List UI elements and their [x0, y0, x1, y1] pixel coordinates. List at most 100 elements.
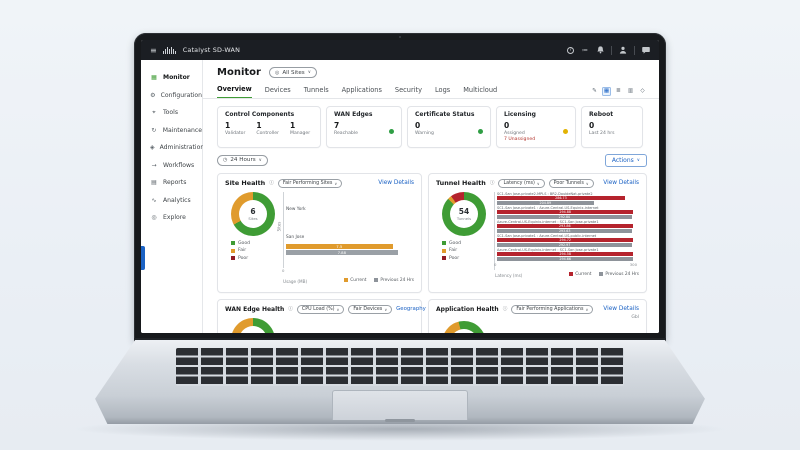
poor-swatch-icon: [231, 256, 235, 261]
divider: [611, 45, 612, 55]
view-details-link[interactable]: View Details: [603, 180, 639, 186]
sidebar-item-administration[interactable]: ◈ Administration: [141, 139, 204, 157]
tunnel-health-donut[interactable]: 54 Tunnels: [442, 191, 486, 236]
tunnel-label: SC1-San Jose-private1 : Azure-Central-US…: [497, 233, 597, 238]
application-health-donut[interactable]: 13: [442, 320, 486, 333]
panel-title: Application Health: [436, 305, 499, 313]
info-icon[interactable]: ⓘ: [269, 181, 274, 186]
tunnel-previous-bar[interactable]: 293.63: [497, 228, 633, 233]
task-list-icon[interactable]: ≔: [582, 46, 588, 54]
time-range-dropdown[interactable]: ◷ 24 Hours ∨: [217, 154, 268, 166]
site-bar-chart: New York San Jose 7.5 7.88: [283, 191, 414, 268]
tunnel-label: SC1-San Jose-private2-MPLS : BR2-DoubleN…: [497, 191, 593, 196]
site-filter-dropdown[interactable]: Fair Performing Sites ∨: [277, 178, 343, 188]
help-icon[interactable]: ?: [567, 46, 574, 54]
tunnel-current-bar[interactable]: 294.72: [497, 238, 634, 242]
site-scope-dropdown[interactable]: ◎ All Sites ∨: [268, 67, 317, 78]
tunnel-current-bar[interactable]: 286.73: [497, 196, 625, 200]
x-tick: 0: [282, 267, 285, 273]
analytics-icon: ∿: [151, 196, 157, 204]
sidebar-item-tools[interactable]: ⌖ Tools: [141, 104, 202, 122]
map-view-icon[interactable]: ◇: [640, 88, 645, 94]
tunnel-previous-bar[interactable]: 204.89: [497, 200, 594, 205]
info-icon[interactable]: ⓘ: [502, 307, 508, 312]
tunnel-metric-dropdown[interactable]: Latency (ms) ∨: [498, 178, 545, 188]
screen: ≡ Catalyst SD-WAN ? ≔: [141, 40, 659, 333]
geography-link[interactable]: Geography: [396, 306, 426, 312]
user-account-icon[interactable]: [619, 46, 627, 54]
metric-label: Reachable: [334, 130, 358, 136]
site-scope-label: All Sites: [282, 69, 305, 76]
y-axis-label: Sites: [276, 221, 282, 231]
reboot-card[interactable]: Reboot 0 Last 24 hrs: [581, 105, 643, 148]
laptop-keyboard: [176, 348, 624, 386]
chart-view-icon[interactable]: ▥: [627, 88, 634, 94]
control-components-card[interactable]: Control Components 1 Validator 1 Controlle…: [217, 105, 321, 148]
actions-button[interactable]: Actions ∨: [604, 153, 647, 167]
sidebar-item-label: Maintenance: [162, 126, 202, 134]
site-health-donut[interactable]: 6 Sites: [231, 191, 275, 236]
category-label: San Jose: [286, 234, 305, 240]
previous-usage-bar[interactable]: 7.88: [286, 249, 398, 255]
previous-swatch-icon: [374, 278, 379, 282]
tab-devices[interactable]: Devices: [264, 86, 291, 94]
divider: [203, 97, 659, 99]
tunnel-bar-group: SC1-San Jose-private1 : Azure-Central-US…: [495, 206, 637, 219]
hamburger-menu-icon[interactable]: ≡: [150, 45, 157, 55]
sidebar-item-maintenance[interactable]: ↻ Maintenance: [141, 122, 202, 140]
tunnel-current-bar[interactable]: 294.58: [497, 252, 634, 256]
sidebar-item-reports[interactable]: ▤ Reports: [141, 174, 202, 192]
fair-swatch-icon: [231, 248, 235, 253]
notifications-bell-icon[interactable]: [596, 46, 604, 54]
sidebar-item-label: Workflows: [163, 161, 195, 169]
view-details-link[interactable]: View Details: [603, 306, 639, 312]
tunnel-filter-dropdown[interactable]: Poor Tunnels ∨: [548, 178, 594, 188]
sidebar-item-label: Monitor: [163, 74, 190, 82]
chat-assistant-icon[interactable]: [642, 46, 650, 54]
application-filter-dropdown[interactable]: Fair Performing Applications ∨: [511, 304, 594, 314]
legend-previous: Previous 24 Hrs: [374, 278, 414, 283]
x-tick: 0: [494, 261, 497, 267]
tunnel-current-bar[interactable]: 294.88: [497, 210, 634, 214]
monitor-icon: ▦: [151, 74, 157, 82]
tab-overview[interactable]: Overview: [217, 85, 252, 98]
previous-swatch-icon: [599, 272, 604, 276]
wan-metric-dropdown[interactable]: CPU Load (%) ∨: [296, 304, 345, 314]
sidebar-item-workflows[interactable]: → Workflows: [141, 157, 202, 175]
metric-label: Warning: [415, 130, 434, 136]
tab-logs[interactable]: Logs: [435, 86, 451, 94]
filter-label: Fair Devices: [353, 306, 383, 312]
tunnel-unit: Tunnels: [456, 215, 472, 221]
category-label: New York: [286, 206, 306, 212]
sidebar-item-monitor[interactable]: ▦ Monitor: [141, 69, 202, 87]
wan-filter-dropdown[interactable]: Fair Devices ∨: [348, 304, 393, 314]
legend-poor: Poor: [231, 255, 281, 263]
tunnel-previous-bar[interactable]: 292.80: [497, 214, 632, 219]
sidebar-item-analytics[interactable]: ∿ Analytics: [141, 192, 202, 210]
tab-applications[interactable]: Applications: [341, 86, 382, 94]
list-view-icon[interactable]: ≣: [616, 88, 621, 94]
info-icon[interactable]: ⓘ: [288, 307, 293, 312]
sidebar-item-explore[interactable]: ◎ Explore: [141, 209, 202, 227]
view-details-link[interactable]: View Details: [378, 180, 414, 186]
legend-current: Current: [569, 272, 591, 277]
tunnel-current-bar[interactable]: 293.86: [497, 224, 633, 228]
current-usage-bar[interactable]: 7.5: [286, 243, 393, 249]
wan-edge-health-donut[interactable]: 7: [231, 317, 275, 333]
sidebar-item-configuration[interactable]: ⚙ Configuration: [141, 87, 202, 105]
tunnel-bar-group: SC1-San Jose-private2-MPLS : BR2-DoubleN…: [495, 192, 637, 205]
tab-tunnels[interactable]: Tunnels: [303, 86, 329, 94]
info-icon[interactable]: ⓘ: [489, 181, 495, 186]
x-axis-label: Latency (ms): [495, 272, 523, 278]
application-health-panel: Application Health ⓘ Fair Performing App…: [428, 298, 647, 333]
tunnel-previous-bar[interactable]: 292.97: [497, 242, 633, 247]
grid-view-icon[interactable]: ▦: [602, 86, 611, 96]
tab-security[interactable]: Security: [394, 86, 422, 94]
edit-view-icon[interactable]: ✎: [592, 88, 597, 94]
certificate-status-card[interactable]: Certificate Status 0 Warning: [407, 105, 491, 148]
licensing-card[interactable]: Licensing 0 Assigned 7 Unassigned: [496, 105, 576, 148]
feedback-tab[interactable]: [141, 246, 145, 270]
wan-edges-card[interactable]: WAN Edges 7 Reachable: [326, 105, 402, 148]
tunnel-previous-bar[interactable]: 294.66: [497, 256, 634, 261]
tab-multicloud[interactable]: Multicloud: [463, 86, 498, 94]
